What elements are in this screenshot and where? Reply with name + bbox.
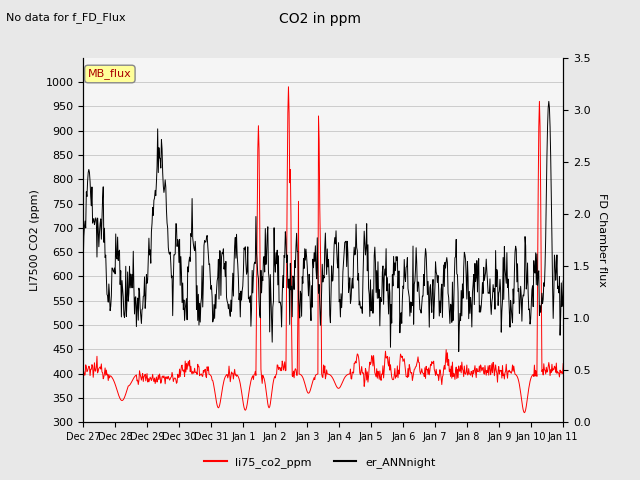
Text: No data for f_FD_Flux: No data for f_FD_Flux [6, 12, 126, 23]
Y-axis label: LI7500 CO2 (ppm): LI7500 CO2 (ppm) [30, 189, 40, 291]
Y-axis label: FD Chamber flux: FD Chamber flux [597, 193, 607, 287]
Text: MB_flux: MB_flux [88, 69, 132, 80]
Legend: li75_co2_ppm, er_ANNnight: li75_co2_ppm, er_ANNnight [200, 452, 440, 472]
Text: CO2 in ppm: CO2 in ppm [279, 12, 361, 26]
